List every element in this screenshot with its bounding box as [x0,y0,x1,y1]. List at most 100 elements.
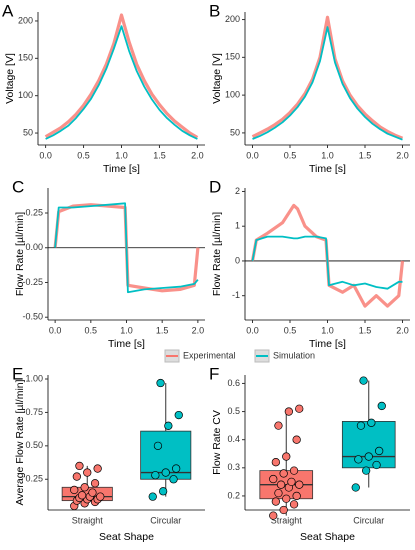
y-tick-label: 200 [18,15,33,25]
data-point [279,505,288,515]
x-tick-label: 2.0 [192,325,205,335]
y-tick-label: -1 [232,290,240,300]
y-tick-label: 0.00 [25,242,43,252]
y-tick-label: 150 [18,53,33,63]
y-tick-label: 0 [235,255,240,265]
data-point [351,483,360,492]
y-tick-label: 1.00 [25,373,43,383]
y-tick-label: 0.25 [25,207,43,217]
data-point [276,480,286,489]
y-tick-label: 0.25 [25,474,43,484]
series-line [54,202,199,294]
data-point [375,446,384,456]
data-point [295,480,304,489]
x-tick-label: 0.0 [39,150,52,160]
data-point [362,466,371,475]
data-point [169,475,178,484]
panel-label: F [209,364,219,383]
data-point [156,378,165,388]
data-point [271,458,281,467]
legend-label: Experimental [183,350,236,360]
data-point [72,472,81,481]
y-tick-label: 100 [18,90,33,100]
data-point [292,491,301,501]
panel-label: E [12,364,23,383]
x-tick-label: 1.0 [115,150,128,160]
x-tick-label: 0.0 [246,325,259,335]
y-tick-label: 0.4 [227,434,240,444]
x-tick-label: 1.0 [120,325,133,335]
y-tick-label: 50 [230,127,240,137]
series-line [45,25,198,140]
data-point [161,468,170,477]
series-line [44,13,199,139]
x-tick-label: 1.5 [156,325,169,335]
data-point [271,497,281,506]
data-point [282,494,291,503]
data-point [93,464,102,473]
legend-label: Simulation [273,350,315,360]
y-tick-label: 0.50 [25,440,43,450]
y-tick-label: 0.5 [227,406,240,416]
data-point [292,435,301,444]
y-axis-title: Flow Rate CV [211,410,223,475]
x-tick-label: 1.5 [359,150,372,160]
data-point [83,468,92,477]
x-tick-label: Straight [72,515,104,525]
data-point [171,464,181,473]
y-axis-title: Voltage [V] [4,53,16,104]
data-point [174,410,183,420]
y-tick-label: 0.3 [227,462,240,472]
box [341,421,396,469]
data-point [153,441,163,450]
y-tick-label: 200 [225,14,240,24]
y-tick-label: -0.50 [22,312,43,322]
panel-label: A [2,1,14,20]
x-axis-title: Time [s] [103,163,140,175]
data-point [274,488,283,498]
series-line [251,15,404,140]
y-axis-title: Average Flow Rate [µl/min] [14,379,26,505]
y-tick-label: 0.6 [227,378,240,388]
data-point [279,469,288,478]
x-axis-title: Seat Shape [300,531,355,543]
y-tick-label: 0.2 [227,490,240,500]
y-tick-label: 100 [225,90,240,100]
x-tick-label: 1.0 [321,325,334,335]
y-axis-title: Voltage [V] [211,53,223,104]
x-tick-label: 0.5 [284,150,297,160]
data-point [75,461,84,471]
data-point [80,483,89,492]
data-point [289,466,299,475]
data-point [372,460,381,470]
data-point [274,421,283,430]
data-point [287,477,296,487]
x-tick-label: 1.5 [359,325,372,335]
data-point [151,471,160,480]
data-point [269,474,278,484]
data-point [356,421,366,430]
data-point [164,421,173,430]
data-point [70,485,79,495]
y-tick-label: 50 [23,127,33,137]
x-tick-label: 2.0 [396,150,409,160]
x-tick-label: 0.0 [246,150,259,160]
y-tick-label: 1 [235,221,240,231]
x-tick-label: Circular [150,515,181,525]
data-point [269,511,278,520]
series-line [251,235,403,290]
data-point [148,492,157,501]
x-tick-label: Straight [271,515,303,525]
data-point [96,492,105,501]
panel-label: D [209,177,221,196]
data-point [289,500,299,509]
y-axis-title: Flow Rate [µl/min] [211,212,223,296]
x-tick-label: Circular [353,515,384,525]
x-tick-label: 2.0 [191,150,204,160]
data-point [284,407,294,416]
x-axis-title: Time [s] [309,338,346,350]
data-point [359,376,368,385]
x-tick-label: 2.0 [396,325,409,335]
x-tick-label: 1.5 [153,150,166,160]
